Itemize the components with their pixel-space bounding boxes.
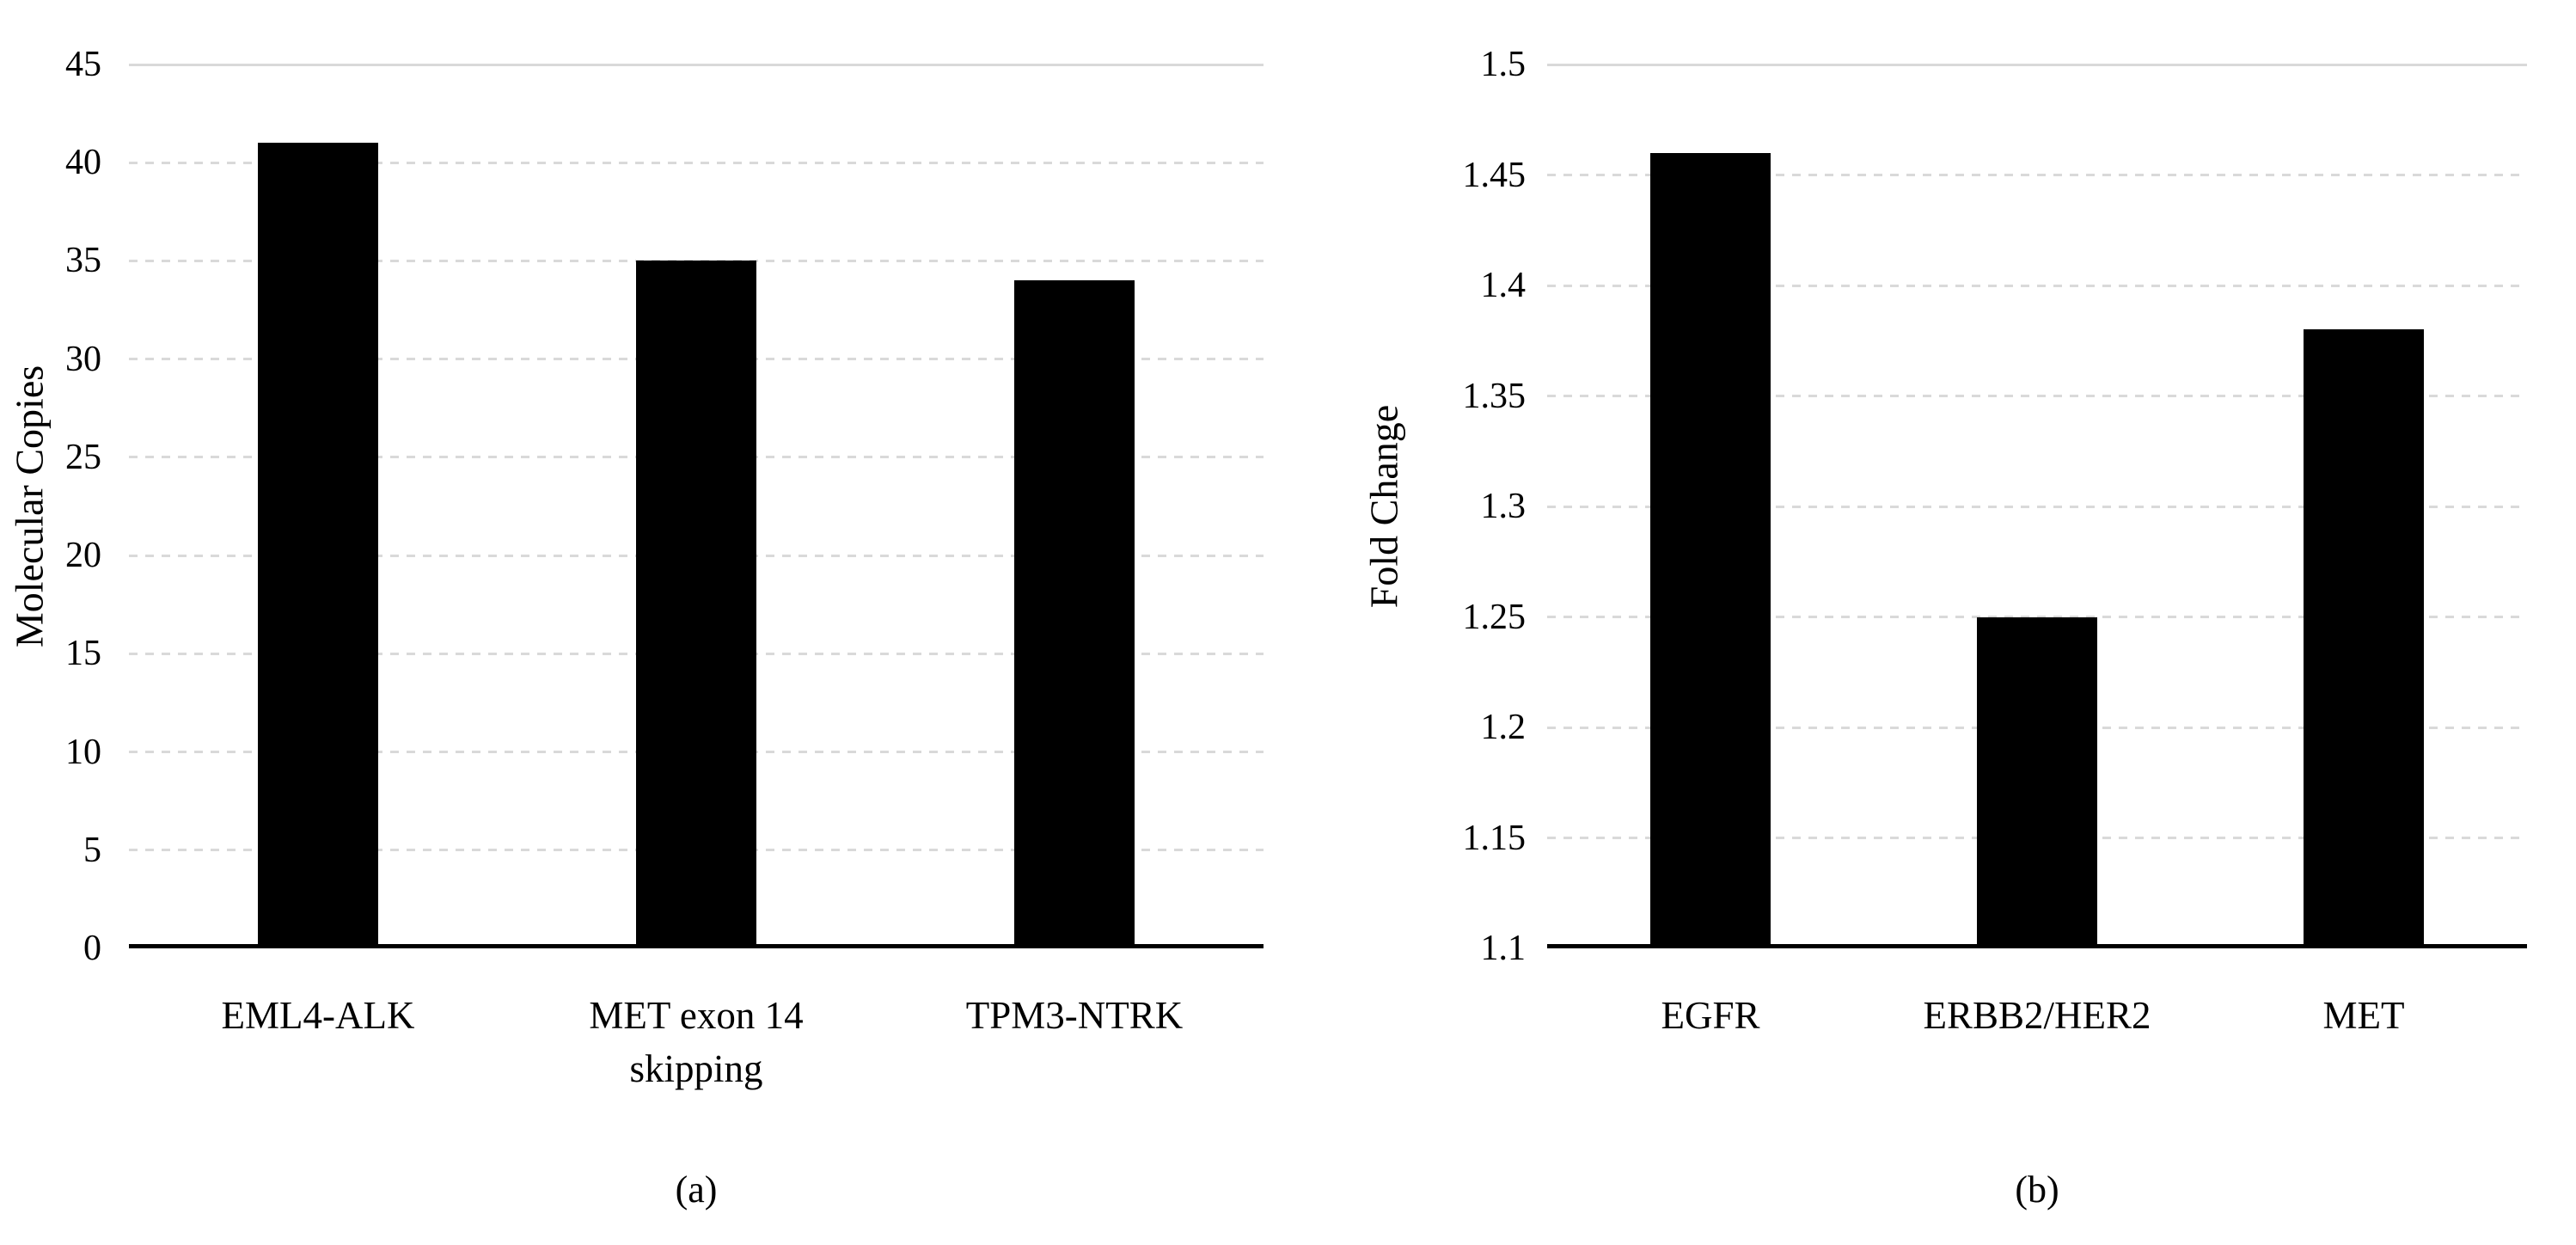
y-axis-tick-labels: 0 5 10 15 20 25 30 35 40 45 [0, 46, 101, 966]
y-tick-label: 5 [83, 830, 101, 870]
bar-eml4-alk [258, 143, 378, 948]
y-tick-label: 25 [65, 437, 101, 477]
y-tick-label: 20 [65, 536, 101, 576]
y-tick-label: 1.1 [1480, 929, 1527, 968]
x-category-label: EGFR [1661, 994, 1760, 1037]
gridline [1547, 174, 2527, 176]
x-category-label: TPM3-NTRK [965, 994, 1184, 1037]
subfigure-caption-b: (b) [2015, 1168, 2059, 1211]
chart-molecular-copies: Molecular Copies 0 5 10 15 20 25 30 35 40 45 EML4… [0, 46, 1264, 1211]
y-tick-label: 1.5 [1480, 45, 1527, 84]
y-tick-label: 1.3 [1480, 487, 1527, 526]
bar-erbb2-her2 [1977, 616, 2097, 948]
x-category-label: MET exon 14 skipping [589, 994, 804, 1090]
bar-egfr [1650, 152, 1771, 948]
gridline [1547, 63, 2527, 66]
y-tick-label: 0 [83, 929, 101, 968]
gridline [129, 161, 1264, 164]
y-axis-title: Fold Change [1361, 404, 1406, 609]
y-tick-label: 1.45 [1462, 155, 1527, 195]
x-category-label: EML4-ALK [221, 994, 415, 1037]
y-tick-label: 1.4 [1480, 266, 1527, 305]
y-tick-label: 1.25 [1462, 597, 1527, 637]
y-tick-label: 35 [65, 241, 101, 281]
x-category-label: MET [2322, 994, 2405, 1037]
gridline [1547, 395, 2527, 397]
y-tick-label: 40 [65, 143, 101, 183]
y-tick-label: 1.35 [1462, 376, 1527, 416]
chart-fold-change: Fold Change 1.1 1.15 1.2 1.25 1.3 1.35 1.4 1.45… [1289, 0, 2576, 1245]
gridline [1547, 284, 2527, 287]
y-tick-label: 45 [65, 45, 101, 84]
gridline [129, 63, 1264, 66]
y-tick-label: 10 [65, 732, 101, 772]
bar-met [2304, 329, 2424, 948]
y-tick-label: 15 [65, 634, 101, 674]
subfigure-caption-a: (a) [675, 1168, 718, 1211]
x-category-label: ERBB2/HER2 [1923, 994, 2151, 1037]
y-tick-label: 1.15 [1462, 818, 1527, 858]
plot-area [1547, 63, 2527, 948]
bar-tpm3-ntrk [1014, 280, 1135, 948]
plot-area [129, 63, 1264, 948]
gridline [1547, 505, 2527, 508]
y-axis-tick-labels: 1.1 1.15 1.2 1.25 1.3 1.35 1.4 1.45 1.5 [1423, 46, 1527, 966]
y-tick-label: 1.2 [1480, 708, 1527, 747]
bar-met-exon-14-skipping [636, 261, 756, 948]
y-tick-label: 30 [65, 339, 101, 379]
